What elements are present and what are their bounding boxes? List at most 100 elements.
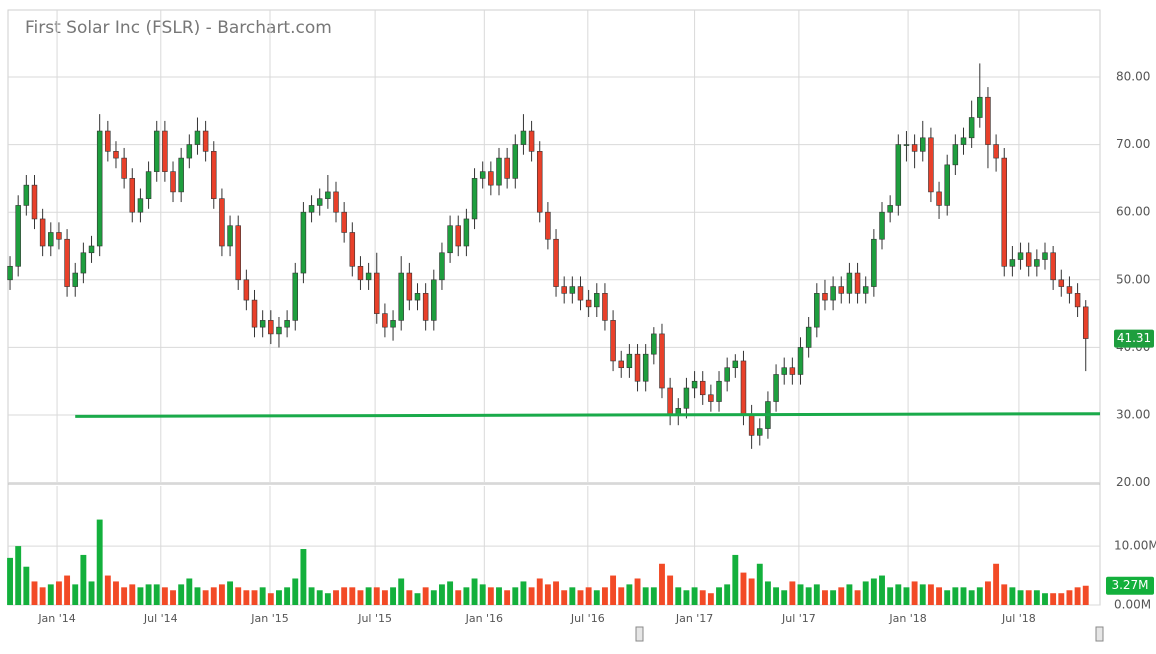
volume-bar bbox=[1017, 590, 1024, 605]
candle-body bbox=[903, 144, 910, 146]
candle-body bbox=[585, 299, 592, 308]
volume-bar bbox=[1066, 590, 1073, 605]
candle-body bbox=[1025, 252, 1032, 267]
candle-body bbox=[1074, 293, 1081, 308]
plot-frame bbox=[7, 9, 1101, 606]
candle-body bbox=[504, 157, 510, 179]
candle-body bbox=[1050, 252, 1056, 281]
volume-bar bbox=[830, 590, 837, 605]
candle-body bbox=[219, 198, 225, 247]
y-tick-label: 60.00 bbox=[1116, 205, 1150, 219]
volume-bar bbox=[202, 590, 209, 605]
volume-bar bbox=[243, 590, 250, 605]
volume-bar bbox=[699, 590, 706, 605]
candle-body bbox=[211, 151, 217, 199]
candle-body bbox=[822, 293, 828, 301]
y-tick-label: 50.00 bbox=[1116, 272, 1150, 286]
trendline bbox=[75, 412, 1101, 418]
volume-bar bbox=[113, 581, 119, 605]
volume-bar bbox=[1074, 587, 1081, 605]
candle-body bbox=[349, 232, 356, 267]
candle-body bbox=[1066, 286, 1073, 294]
volume-bar bbox=[610, 575, 617, 605]
x-tick-label: Jan '18 bbox=[888, 612, 926, 625]
volume-bar bbox=[650, 587, 657, 605]
candle-body bbox=[162, 130, 168, 172]
x-tick-label: Jul '18 bbox=[1001, 612, 1036, 625]
candle-body bbox=[455, 225, 461, 247]
volume-bar bbox=[276, 590, 282, 605]
volume-bar bbox=[365, 587, 372, 605]
volume-bar bbox=[357, 590, 364, 605]
volume-bar bbox=[716, 587, 722, 605]
candle-body bbox=[121, 157, 127, 179]
scroll-handle[interactable] bbox=[635, 626, 644, 642]
candle-body bbox=[968, 117, 975, 139]
volume-bar bbox=[577, 590, 584, 605]
volume-bar bbox=[1050, 593, 1057, 605]
volume-bar bbox=[976, 587, 983, 605]
volume-bar bbox=[960, 587, 967, 605]
volume-bar bbox=[707, 593, 714, 605]
candle-body bbox=[740, 360, 747, 416]
candle-body bbox=[488, 171, 494, 186]
volume-bar bbox=[1009, 587, 1016, 605]
volume-bar bbox=[634, 578, 641, 605]
volume-bar bbox=[406, 590, 413, 605]
volume-bar bbox=[259, 587, 266, 605]
candle-body bbox=[618, 360, 624, 369]
volume-bar bbox=[1025, 590, 1032, 605]
candle-body bbox=[814, 293, 820, 328]
candle-body bbox=[316, 198, 323, 206]
volume-bar bbox=[1033, 590, 1040, 605]
scroll-handle[interactable] bbox=[1095, 626, 1104, 642]
volume-bar bbox=[235, 587, 242, 605]
volume-bar bbox=[952, 587, 959, 605]
candle-body bbox=[960, 137, 967, 145]
volume-bar bbox=[463, 587, 470, 605]
candle-body bbox=[642, 353, 649, 382]
volume-bar bbox=[512, 587, 519, 605]
candle-body bbox=[406, 272, 413, 301]
last-price-label: 41.31 bbox=[1117, 331, 1151, 345]
candle-body bbox=[602, 293, 608, 321]
volume-bar bbox=[31, 581, 38, 605]
volume-bar bbox=[471, 578, 478, 605]
candle-body bbox=[944, 164, 950, 206]
volume-bar bbox=[936, 587, 942, 605]
candle-body bbox=[471, 178, 478, 220]
volume-bar bbox=[724, 584, 731, 605]
x-tick-label: Jul '17 bbox=[781, 612, 816, 625]
candle-body bbox=[333, 191, 339, 213]
candle-body bbox=[64, 238, 70, 287]
volume-bar bbox=[194, 587, 201, 605]
candle-body bbox=[846, 272, 853, 294]
volume-bar bbox=[1082, 585, 1089, 605]
candle-body bbox=[194, 130, 201, 145]
volume-bar bbox=[675, 587, 682, 605]
volume-bar bbox=[324, 593, 331, 605]
last-price-box bbox=[1114, 329, 1154, 348]
volume-bar bbox=[55, 581, 62, 605]
volume-bar bbox=[740, 572, 747, 605]
candle-body bbox=[276, 326, 282, 335]
candle-body bbox=[895, 144, 902, 206]
candle-body bbox=[308, 205, 315, 213]
candle-body bbox=[325, 191, 331, 199]
y-tick-label: 80.00 bbox=[1116, 69, 1150, 83]
volume-bar bbox=[569, 587, 576, 605]
y-tick-label: 20.00 bbox=[1116, 475, 1150, 489]
candle-body bbox=[781, 367, 787, 375]
volume-bar bbox=[218, 584, 225, 605]
candle-body bbox=[985, 96, 991, 145]
volume-bar bbox=[430, 590, 437, 605]
x-tick-label: Jan '15 bbox=[250, 612, 288, 625]
candle-body bbox=[80, 252, 87, 274]
candle-body bbox=[1009, 259, 1016, 267]
volume-bar bbox=[72, 584, 79, 605]
volume-bar bbox=[64, 575, 71, 605]
candle-body bbox=[48, 232, 54, 247]
candle-body bbox=[569, 286, 576, 294]
chart-title: First Solar Inc (FSLR) - Barchart.com bbox=[25, 18, 332, 38]
candle-body bbox=[634, 353, 641, 382]
